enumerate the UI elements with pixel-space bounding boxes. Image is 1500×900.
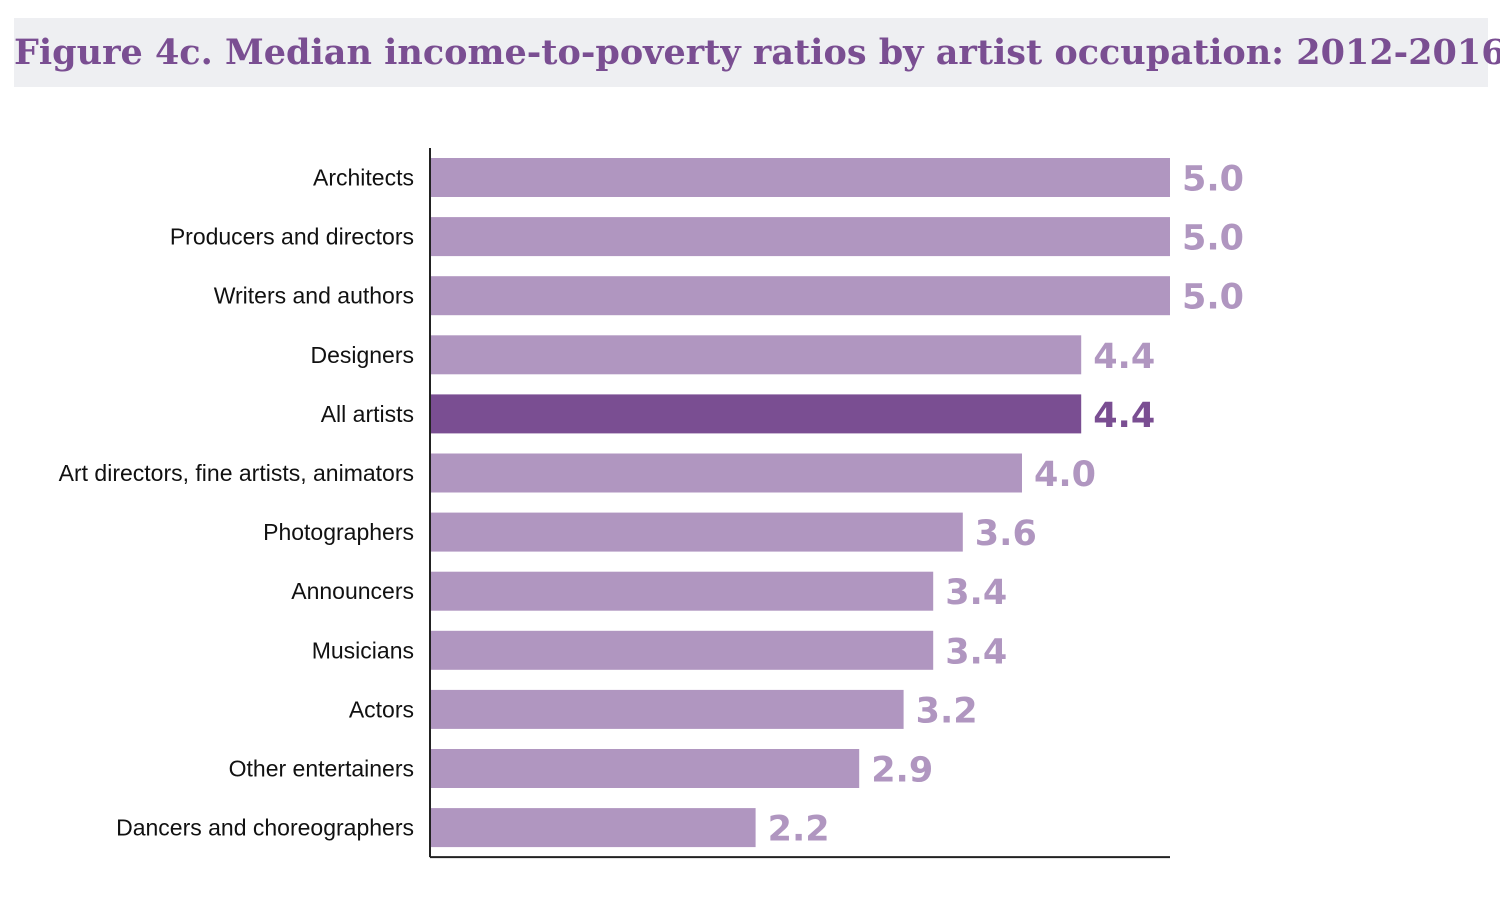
category-label-8: Musicians: [312, 637, 414, 663]
bars-layer: Architects 5.0 Producers and directors 5.0 W…: [59, 158, 1244, 850]
category-label-0: Architects: [313, 165, 414, 191]
chart-title: Figure 4c. Median income-to-poverty rati…: [14, 32, 1500, 73]
category-label-9: Actors: [349, 696, 414, 722]
value-label-1: 5.0: [1182, 219, 1244, 259]
value-label-10: 2.9: [871, 751, 933, 791]
category-label-6: Photographers: [263, 519, 414, 545]
bar-8: [430, 630, 934, 670]
value-label-3: 4.4: [1093, 337, 1155, 377]
category-label-1: Producers and directors: [170, 224, 414, 250]
category-label-10: Other entertainers: [229, 756, 414, 782]
value-label-9: 3.2: [916, 691, 978, 731]
value-label-0: 5.0: [1182, 160, 1244, 200]
bar-2: [430, 276, 1170, 316]
bar-1: [430, 217, 1170, 257]
value-label-6: 3.6: [975, 514, 1037, 554]
category-label-11: Dancers and choreographers: [116, 815, 414, 841]
title-band: Figure 4c. Median income-to-poverty rati…: [14, 18, 1500, 87]
category-label-2: Writers and authors: [214, 283, 414, 309]
category-label-7: Announcers: [291, 578, 414, 604]
bar-10: [430, 749, 860, 788]
bar-0: [430, 158, 1170, 197]
bar-3: [430, 335, 1082, 375]
value-label-7: 3.4: [945, 573, 1007, 613]
bar-7: [430, 571, 934, 611]
bar-6: [430, 512, 963, 552]
value-label-11: 2.2: [768, 810, 830, 850]
bar-4: [430, 394, 1082, 434]
category-label-4: All artists: [321, 401, 414, 427]
value-label-2: 5.0: [1182, 278, 1244, 318]
bar-9: [430, 689, 904, 729]
bar-5: [430, 453, 1022, 493]
category-label-5: Art directors, fine artists, animators: [59, 460, 414, 486]
bar-11: [430, 808, 756, 848]
value-label-4: 4.4: [1093, 396, 1155, 436]
category-label-3: Designers: [310, 342, 414, 368]
value-label-8: 3.4: [945, 632, 1007, 672]
axes-layer: [429, 148, 1170, 859]
value-label-5: 4.0: [1034, 455, 1096, 495]
